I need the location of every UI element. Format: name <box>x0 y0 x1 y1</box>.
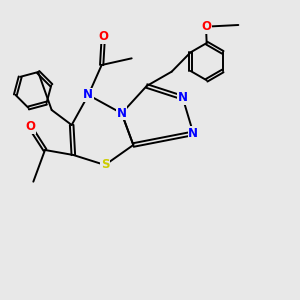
Text: O: O <box>201 20 211 33</box>
Text: O: O <box>98 30 108 43</box>
Text: N: N <box>117 107 127 120</box>
Text: S: S <box>101 158 109 172</box>
Text: N: N <box>188 127 198 140</box>
Text: N: N <box>83 88 93 101</box>
Text: N: N <box>178 91 188 104</box>
Text: O: O <box>25 120 35 133</box>
